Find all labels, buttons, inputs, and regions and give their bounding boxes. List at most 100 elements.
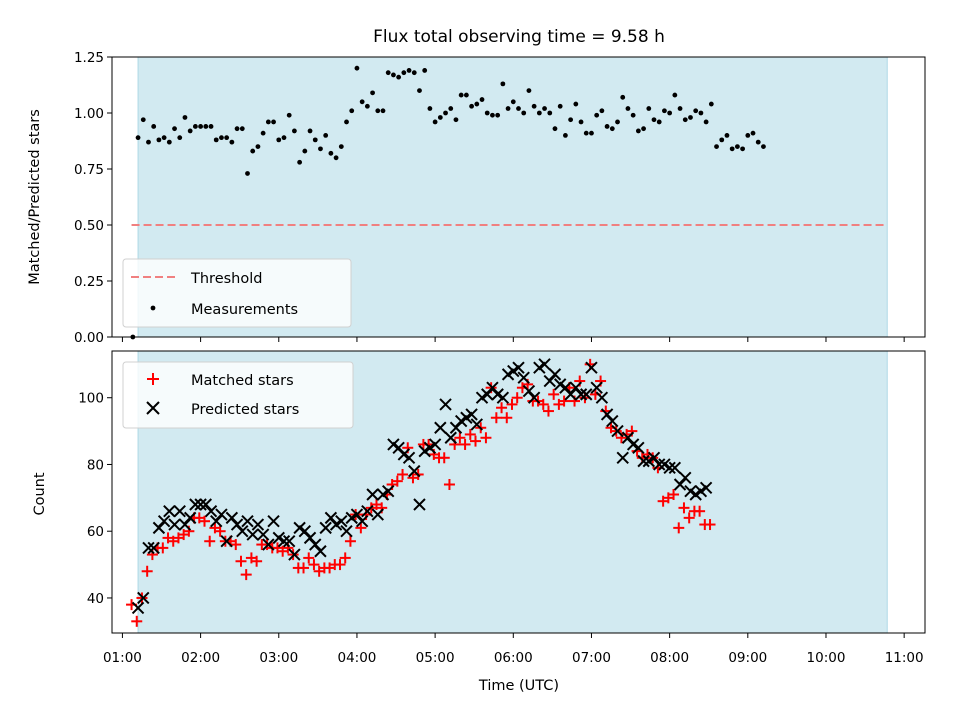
matched-star-point: [678, 502, 690, 514]
predicted-star-stroke-b: [142, 541, 155, 555]
predicted-star-point: [220, 535, 233, 548]
predicted-star-point: [548, 368, 562, 381]
predicted-star-point: [574, 388, 588, 401]
measurement-point: [161, 135, 167, 141]
measurement-point: [463, 92, 469, 98]
count-y-tick-label: 60: [87, 524, 104, 540]
matched-star-point: [391, 475, 403, 487]
predicted-star-stroke-b: [387, 438, 400, 451]
measurement-point: [479, 97, 485, 102]
predicted-star-point: [173, 504, 186, 518]
measurement-point: [338, 144, 344, 150]
predicted-star-stroke-b: [366, 488, 379, 501]
predicted-star-stroke-b: [496, 391, 510, 404]
count-x-tick-label: 04:00: [337, 650, 376, 666]
ratio-x-ticks: [121, 337, 905, 342]
matched-legend-swatch: [147, 373, 159, 385]
measurement-point: [359, 99, 365, 105]
predicted-star-point: [262, 538, 275, 551]
measurement-point: [146, 139, 151, 145]
predicted-star-point: [616, 451, 629, 465]
measurement-point: [688, 115, 693, 120]
matched-star-point: [511, 392, 523, 404]
predicted-star-stroke-b: [569, 381, 583, 394]
measurement-point: [281, 135, 287, 141]
measurement-point: [474, 101, 480, 107]
predicted-star-point: [236, 525, 249, 538]
predicted-star-stroke-b: [319, 521, 332, 535]
matched-star-point: [668, 489, 680, 501]
measurement-point: [646, 106, 652, 111]
measurement-point: [417, 88, 422, 93]
matched-star-point: [199, 515, 211, 527]
predicted-star-stroke-b: [679, 471, 692, 485]
predicted-star-point: [569, 381, 583, 394]
measurement-point: [672, 92, 678, 98]
matched-star-point: [464, 428, 476, 440]
measurement-point: [286, 112, 292, 118]
measurement-point: [656, 119, 662, 125]
measurement-point: [714, 144, 719, 150]
measurement-point: [745, 133, 751, 138]
predicted-star-point: [449, 421, 463, 434]
predicted-star-point: [402, 451, 416, 465]
predicted-star-stroke-b: [241, 514, 254, 528]
predicted-star-stroke-b: [538, 358, 551, 371]
predicted-star-point: [241, 514, 254, 528]
measurement-point: [469, 103, 474, 109]
count-x-tick-label: 03:00: [259, 650, 298, 666]
predicted-star-stroke-b: [157, 514, 171, 528]
predicted-star-stroke-b: [699, 481, 713, 495]
predicted-star-point: [512, 361, 525, 374]
chart-title: Flux total observing time = 9.58 h: [373, 27, 665, 47]
predicted-star-stroke-b: [606, 414, 619, 428]
measurement-point: [182, 115, 188, 120]
measurement-point: [156, 137, 162, 143]
predicted-star-point: [413, 498, 426, 511]
measurement-point: [698, 110, 704, 116]
measurement-point: [323, 133, 329, 138]
predicted-star-stroke-b: [611, 424, 624, 438]
predicted-star-point: [496, 391, 510, 404]
measurement-point: [427, 106, 433, 111]
predicted-star-stroke-b: [663, 461, 676, 475]
count-x-tick-label: 05:00: [416, 650, 455, 666]
matched-star-point: [704, 519, 716, 531]
predicted-star-stroke-b: [522, 384, 536, 398]
predicted-star-stroke-b: [434, 421, 447, 434]
predicted-star-stroke-b: [173, 504, 186, 518]
predicted-star-stroke-b: [439, 398, 452, 411]
predicted-star-stroke-b: [673, 478, 687, 491]
measurement-point: [219, 135, 224, 141]
predicted-star-stroke-b: [298, 525, 312, 538]
predicted-star-point: [621, 431, 635, 444]
predicted-star-point: [314, 545, 327, 558]
predicted-star-point: [194, 498, 207, 511]
predicted-star-stroke-b: [293, 521, 306, 535]
measurement-point: [177, 135, 183, 141]
predicted-star-stroke-b: [340, 525, 353, 538]
measurement-point: [458, 92, 464, 98]
measurement-point: [750, 130, 756, 136]
predicted-star-point: [611, 424, 624, 438]
measurement-point: [422, 68, 428, 73]
predicted-star-point: [251, 518, 265, 531]
predicted-star-point: [465, 408, 478, 421]
predicted-star-point: [355, 514, 369, 528]
measurement-point: [568, 117, 574, 123]
predicted-star-stroke-b: [428, 438, 442, 451]
predicted-star-stroke-b: [335, 514, 348, 528]
threshold-legend-label: Threshold: [190, 271, 262, 287]
measurement-point: [490, 112, 495, 118]
predicted-star-stroke-b: [225, 511, 239, 525]
matched-star-point: [131, 615, 143, 627]
predicted-star-point: [428, 438, 442, 451]
measurement-point: [224, 135, 230, 141]
predicted-star-point: [215, 508, 228, 521]
measurement-point: [312, 137, 318, 143]
predicted-star-stroke-b: [512, 361, 525, 374]
predicted-star-point: [309, 538, 322, 551]
measurement-point: [484, 110, 490, 116]
measurement-point: [740, 146, 745, 152]
predicted-star-stroke-b: [517, 371, 530, 384]
